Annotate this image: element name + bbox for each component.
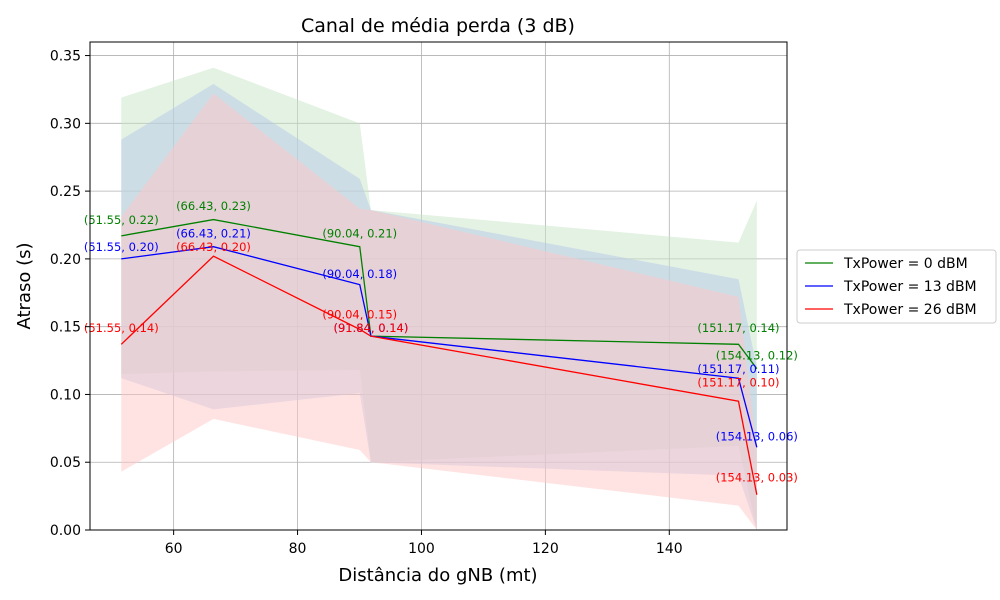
legend-box [796,249,997,324]
point-annotation: (66.43, 0.23) [176,199,251,213]
x-tick-label: 140 [656,541,683,557]
point-annotation: (151.17, 0.10) [697,375,779,389]
line-series-1 [121,246,758,448]
chart-title: Canal de média perda (3 dB) [301,15,575,37]
point-annotation: (91.84, 0.14) [334,321,409,335]
point-annotation: (90.04, 0.15) [322,308,397,322]
series-lines [120,218,758,495]
point-annotation: (66.43, 0.20) [176,240,251,254]
x-tick-label: 80 [289,541,307,557]
point-annotation: (90.04, 0.21) [322,226,397,240]
plot-frame [89,41,788,531]
x-tick-label: 100 [408,541,435,557]
point-annotation: (66.43, 0.21) [176,226,251,240]
point-annotations: (51.55, 0.22) (66.43, 0.23) (90.04, 0.21) (… [84,199,798,484]
point-annotation: (90.04, 0.18) [322,267,397,281]
y-axis-label: Atraso (s) [14,242,35,329]
line-series-2 [120,255,758,495]
y-tick-label: 0.15 [50,320,81,336]
legend-entry: TxPower = 26 dBM [843,302,977,318]
x-axis-label: Distância do gNB (mt) [338,565,537,586]
confidence-bands [121,67,757,531]
point-annotation: (51.55, 0.22) [84,213,159,227]
x-tick-label: 120 [532,541,559,557]
point-annotation: (151.17, 0.14) [697,321,779,335]
y-tick-label: 0.00 [50,523,81,539]
y-tick-label: 0.10 [50,387,81,403]
point-annotation: (154.13, 0.12) [716,348,798,362]
legend-entry: TxPower = 0 dBM [843,256,968,272]
x-axis-ticks: 60 80 100 120 140 [165,530,683,557]
legend-entry: TxPower = 13 dBM [843,279,977,295]
y-axis-ticks: 0.00 0.05 0.10 0.15 0.20 0.25 0.30 0.35 [50,49,90,539]
line-series-0 [121,218,758,370]
x-tick-label: 60 [165,541,183,557]
band-series-2 [121,93,757,530]
y-tick-label: 0.35 [50,49,81,65]
point-annotation: (51.55, 0.20) [84,240,159,254]
y-tick-label: 0.25 [50,184,81,200]
point-annotation: (154.13, 0.06) [716,430,798,444]
point-annotation: (51.55, 0.14) [84,321,159,335]
legend: TxPower = 0 dBM TxPower = 13 dBM TxPower =… [796,249,997,324]
y-tick-label: 0.30 [50,116,81,132]
y-tick-label: 0.05 [50,455,81,471]
point-annotation: (154.13, 0.03) [716,470,798,484]
y-tick-label: 0.20 [50,252,81,268]
point-annotation: (91.84, 0.14) [334,321,409,335]
point-annotation: (151.17, 0.11) [697,362,779,376]
